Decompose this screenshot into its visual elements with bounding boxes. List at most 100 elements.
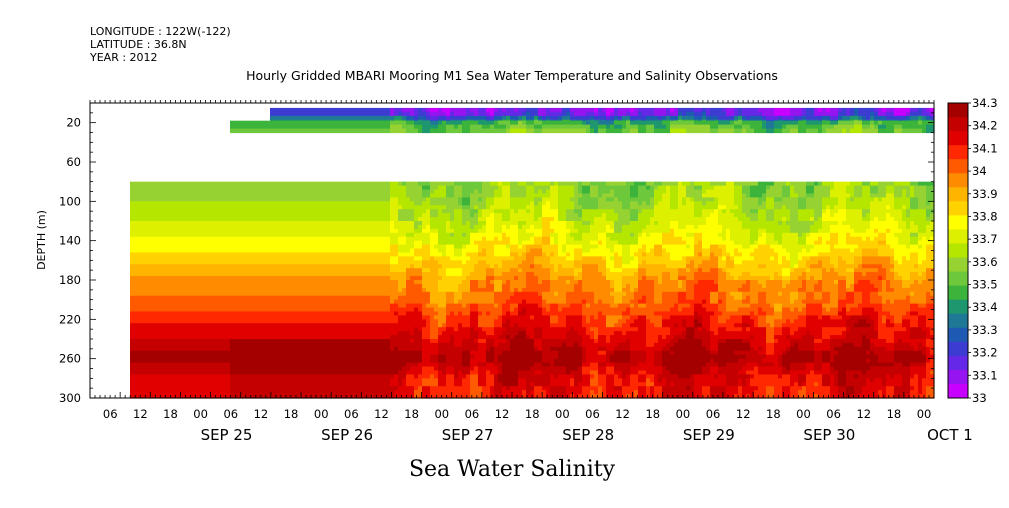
salinity-cell xyxy=(350,335,355,340)
salinity-cell xyxy=(278,299,283,305)
salinity-cell xyxy=(278,366,283,372)
salinity-cell xyxy=(450,331,455,336)
salinity-cell xyxy=(150,248,155,254)
salinity-cell xyxy=(290,236,295,242)
salinity-cell xyxy=(446,221,451,226)
salinity-cell xyxy=(190,181,195,187)
salinity-cell xyxy=(342,240,347,246)
salinity-cell xyxy=(254,323,259,328)
salinity-cell xyxy=(138,307,143,313)
salinity-cell xyxy=(154,185,159,191)
salinity-cell xyxy=(142,248,147,254)
salinity-cell xyxy=(254,335,259,340)
salinity-cell xyxy=(262,283,267,289)
salinity-cell xyxy=(430,228,435,234)
salinity-cell xyxy=(206,394,211,399)
salinity-cell xyxy=(346,335,351,340)
salinity-cell xyxy=(342,256,347,261)
salinity-cell xyxy=(326,107,331,113)
salinity-cell xyxy=(414,217,419,222)
salinity-cell xyxy=(138,189,143,195)
salinity-cell xyxy=(414,268,419,273)
salinity-cell xyxy=(370,323,375,328)
salinity-cell xyxy=(238,291,243,297)
salinity-cell xyxy=(234,280,239,285)
salinity-cell xyxy=(406,268,411,273)
salinity-cell xyxy=(186,252,191,257)
salinity-cell xyxy=(186,248,191,254)
salinity-cell xyxy=(398,268,403,273)
salinity-cell xyxy=(322,303,327,309)
salinity-cell xyxy=(346,327,351,332)
salinity-cell xyxy=(394,303,399,309)
salinity-cell xyxy=(354,335,359,340)
salinity-cell xyxy=(198,244,203,250)
salinity-cell xyxy=(422,201,427,206)
salinity-cell xyxy=(138,299,143,305)
salinity-cell xyxy=(362,311,367,316)
salinity-cell xyxy=(394,299,399,305)
salinity-cell xyxy=(206,201,211,206)
salinity-cell xyxy=(454,303,459,309)
salinity-cell xyxy=(278,283,283,289)
salinity-cell xyxy=(282,221,287,226)
salinity-cell xyxy=(262,189,267,195)
salinity-cell xyxy=(150,291,155,297)
salinity-cell xyxy=(210,181,215,187)
salinity-cell xyxy=(366,120,371,126)
salinity-cell xyxy=(230,354,235,360)
salinity-cell xyxy=(262,287,267,293)
salinity-cell xyxy=(262,315,267,320)
salinity-cell xyxy=(362,236,367,242)
salinity-cell xyxy=(382,295,387,301)
salinity-cell xyxy=(258,128,263,134)
salinity-cell xyxy=(446,260,451,265)
salinity-cell xyxy=(258,193,263,198)
salinity-cell xyxy=(246,378,251,383)
salinity-cell xyxy=(130,335,135,340)
salinity-cell xyxy=(418,256,423,261)
salinity-cell xyxy=(386,366,391,372)
salinity-cell xyxy=(358,272,363,277)
salinity-cell xyxy=(346,197,351,202)
salinity-cell xyxy=(354,354,359,360)
salinity-cell xyxy=(298,335,303,340)
salinity-cell xyxy=(250,189,255,195)
salinity-cell xyxy=(390,283,395,289)
salinity-cell xyxy=(358,390,363,395)
salinity-cell xyxy=(354,260,359,265)
salinity-cell xyxy=(274,303,279,309)
salinity-cell xyxy=(210,221,215,226)
salinity-cell xyxy=(162,252,167,257)
salinity-cell xyxy=(410,264,415,269)
salinity-cell xyxy=(258,315,263,320)
salinity-cell xyxy=(206,354,211,360)
salinity-cell xyxy=(258,311,263,316)
salinity-cell xyxy=(430,358,435,364)
salinity-cell xyxy=(286,252,291,257)
salinity-cell xyxy=(374,319,379,324)
salinity-cell xyxy=(450,124,455,130)
salinity-cell xyxy=(166,244,171,250)
salinity-cell xyxy=(154,264,159,269)
salinity-cell xyxy=(314,378,319,383)
salinity-cell xyxy=(190,224,195,230)
salinity-cell xyxy=(358,256,363,261)
year-label: YEAR : 2012 xyxy=(89,51,158,64)
salinity-cell xyxy=(382,124,387,130)
salinity-cell xyxy=(426,268,431,273)
salinity-cell xyxy=(398,189,403,195)
salinity-cell xyxy=(162,319,167,324)
salinity-cell xyxy=(406,128,411,134)
salinity-cell xyxy=(434,299,439,305)
salinity-cell xyxy=(274,386,279,391)
salinity-cell xyxy=(346,185,351,191)
salinity-cell xyxy=(146,240,151,246)
salinity-cell xyxy=(462,115,467,121)
salinity-cell xyxy=(446,107,451,113)
salinity-cell xyxy=(130,307,135,313)
salinity-cell xyxy=(334,120,339,126)
salinity-cell xyxy=(214,339,219,344)
salinity-cell xyxy=(310,283,315,289)
salinity-cell xyxy=(366,342,371,348)
